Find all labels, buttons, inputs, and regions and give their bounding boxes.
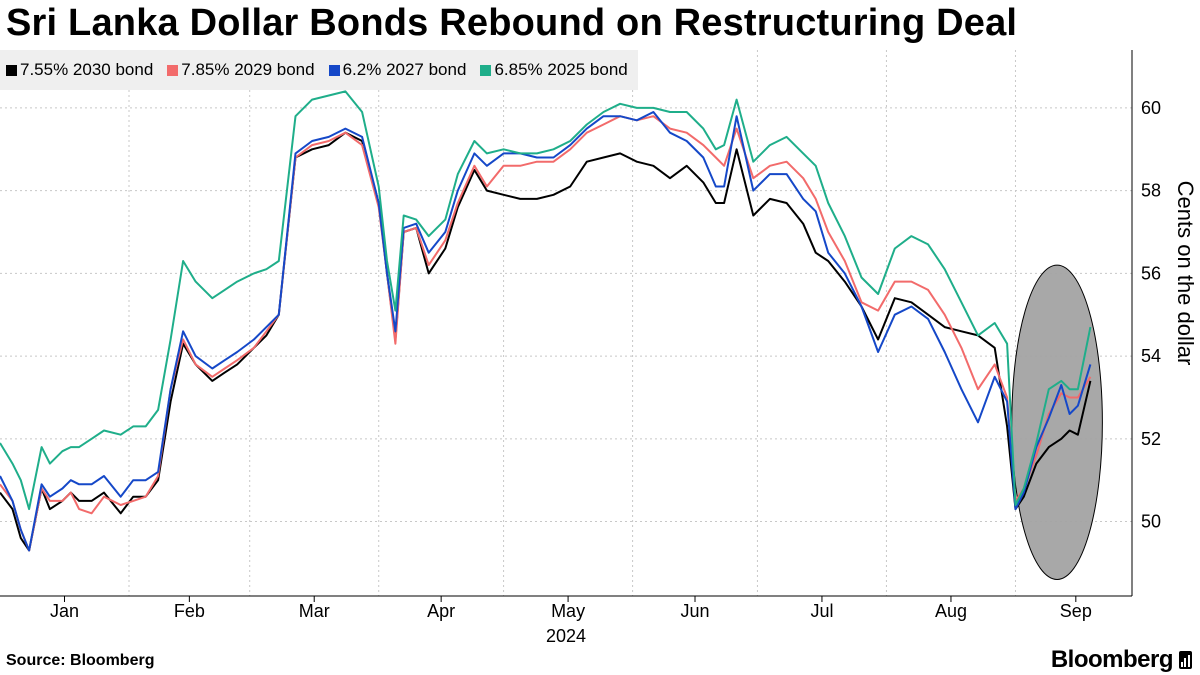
grid-lines bbox=[0, 50, 1132, 596]
y-tick-label: 56 bbox=[1141, 263, 1161, 283]
legend: 7.55% 2030 bond 7.85% 2029 bond 6.2% 2027 … bbox=[0, 50, 638, 90]
axes: 50 52 54 56 58 60 Jan Feb Mar Apr May Jun Jul Aug Sep 2… bbox=[0, 50, 1198, 646]
legend-swatch bbox=[328, 64, 340, 76]
series-lines bbox=[0, 90, 1092, 552]
legend-label: 6.85% 2025 bond bbox=[494, 60, 628, 79]
bloomberg-terminal-icon bbox=[1179, 651, 1192, 669]
y-tick-label: 60 bbox=[1141, 98, 1161, 118]
legend-label: 7.85% 2029 bond bbox=[181, 60, 315, 79]
brand-name: Bloomberg bbox=[1050, 646, 1174, 673]
y-axis-title: Cents on the dollar bbox=[1173, 181, 1198, 366]
legend-label: 7.55% 2030 bond bbox=[20, 60, 154, 79]
y-tick-label: 54 bbox=[1141, 346, 1161, 366]
bloomberg-logo: Bloomberg bbox=[1051, 646, 1192, 674]
legend-item-6-2-2027-bond: 6.2% 2027 bond bbox=[328, 60, 467, 80]
highlight-layer bbox=[1011, 264, 1103, 580]
x-tick-label: Jan bbox=[50, 601, 79, 621]
legend-swatch bbox=[6, 64, 17, 76]
x-year-label: 2024 bbox=[546, 626, 586, 646]
source-note: Source: Bloomberg bbox=[6, 652, 155, 669]
legend-swatch bbox=[480, 64, 492, 76]
x-tick-label: Mar bbox=[299, 601, 330, 621]
x-tick-label: May bbox=[551, 601, 585, 621]
legend-item-6-85-2025-bond: 6.85% 2025 bond bbox=[480, 60, 628, 80]
x-tick-label: Jul bbox=[810, 601, 833, 621]
x-tick-label: Feb bbox=[174, 601, 205, 621]
highlight-ellipse bbox=[1011, 264, 1103, 580]
series-line-7-85-2029-bond bbox=[0, 115, 1092, 552]
x-tick-label: Aug bbox=[935, 601, 967, 621]
series-line-6-85-2025-bond bbox=[0, 90, 1092, 511]
legend-swatch bbox=[167, 64, 179, 76]
x-tick-label: Apr bbox=[427, 601, 455, 621]
x-tick-label: Sep bbox=[1060, 601, 1092, 621]
y-tick-label: 58 bbox=[1141, 181, 1161, 201]
x-tick-label: Jun bbox=[680, 601, 709, 621]
legend-label: 6.2% 2027 bond bbox=[342, 60, 467, 79]
y-tick-label: 50 bbox=[1141, 512, 1161, 532]
legend-item-7-55-2030-bond: 7.55% 2030 bond bbox=[6, 60, 153, 80]
y-tick-label: 52 bbox=[1141, 429, 1161, 449]
series-line-6-2-2027-bond bbox=[0, 111, 1092, 552]
legend-item-7-85-2029-bond: 7.85% 2029 bond bbox=[167, 60, 315, 80]
chart-title: Sri Lanka Dollar Bonds Rebound on Restru… bbox=[6, 2, 1018, 44]
series-line-7-55-2030-bond bbox=[0, 131, 1092, 552]
